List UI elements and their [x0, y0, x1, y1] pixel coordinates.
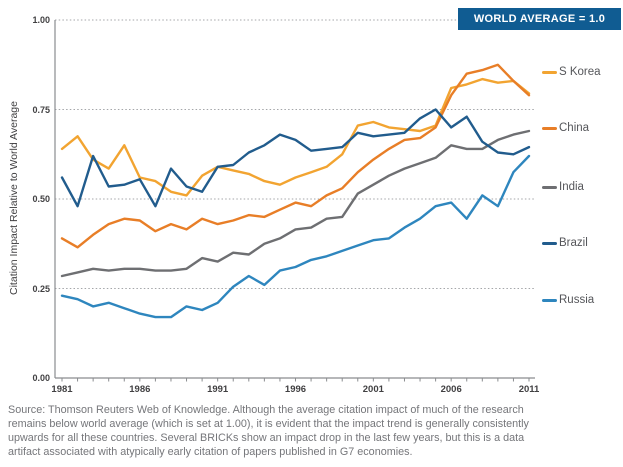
- x-tick-label-1991: 1991: [207, 384, 229, 395]
- series-line-india: [60, 129, 531, 278]
- series-line-china: [60, 63, 531, 249]
- y-tick-label-0.50: 0.50: [32, 194, 50, 204]
- x-tick-label-2006: 2006: [440, 384, 462, 395]
- x-tick-label-1981: 1981: [51, 384, 73, 395]
- source-text-line-4: artifact associated with atypically earl…: [8, 446, 413, 458]
- legend-label-brazil: Brazil: [559, 237, 588, 249]
- legend-item-s-korea: S Korea: [542, 66, 601, 78]
- chart-legend: S Korea China India Brazil Russia: [542, 0, 622, 380]
- legend-label-india: India: [559, 181, 584, 193]
- source-text-line-3: upwards for all these countries. Several…: [8, 432, 525, 444]
- x-tick-label-2001: 2001: [362, 384, 384, 395]
- legend-item-india: India: [542, 181, 584, 193]
- legend-item-russia: Russia: [542, 294, 594, 306]
- y-tick-label-0.25: 0.25: [32, 283, 50, 294]
- legend-label-s-korea: S Korea: [559, 66, 601, 78]
- y-tick-label-0.00: 0.00: [32, 373, 50, 383]
- x-tick-label-1986: 1986: [129, 384, 151, 395]
- legend-item-brazil: Brazil: [542, 237, 588, 249]
- legend-swatch-s-korea-icon: [542, 70, 557, 74]
- legend-label-china: China: [559, 122, 590, 134]
- series-line-s-korea: [60, 77, 531, 197]
- series-line-brazil: [60, 108, 531, 208]
- source-note: Source: Thomson Reuters Web of Knowledge…: [8, 403, 620, 459]
- legend-label-russia: Russia: [559, 294, 595, 306]
- legend-swatch-india-icon: [542, 185, 557, 189]
- legend-swatch-brazil-icon: [542, 241, 557, 245]
- source-text-line-2: remains below world average (which is se…: [8, 418, 529, 430]
- y-tick-label-0.75: 0.75: [32, 104, 50, 115]
- x-tick-label-2011: 2011: [518, 384, 540, 395]
- series-line-russia: [60, 154, 531, 319]
- x-tick-label-1996: 1996: [284, 384, 307, 395]
- legend-swatch-china-icon: [542, 126, 557, 130]
- y-tick-label-1.00: 1.00: [32, 15, 50, 25]
- legend-swatch-russia-icon: [542, 298, 557, 302]
- legend-item-china: China: [542, 122, 589, 134]
- source-text-line-1: Source: Thomson Reuters Web of Knowledge…: [8, 404, 524, 416]
- world-average-badge: WORLD AVERAGE = 1.0: [458, 8, 621, 30]
